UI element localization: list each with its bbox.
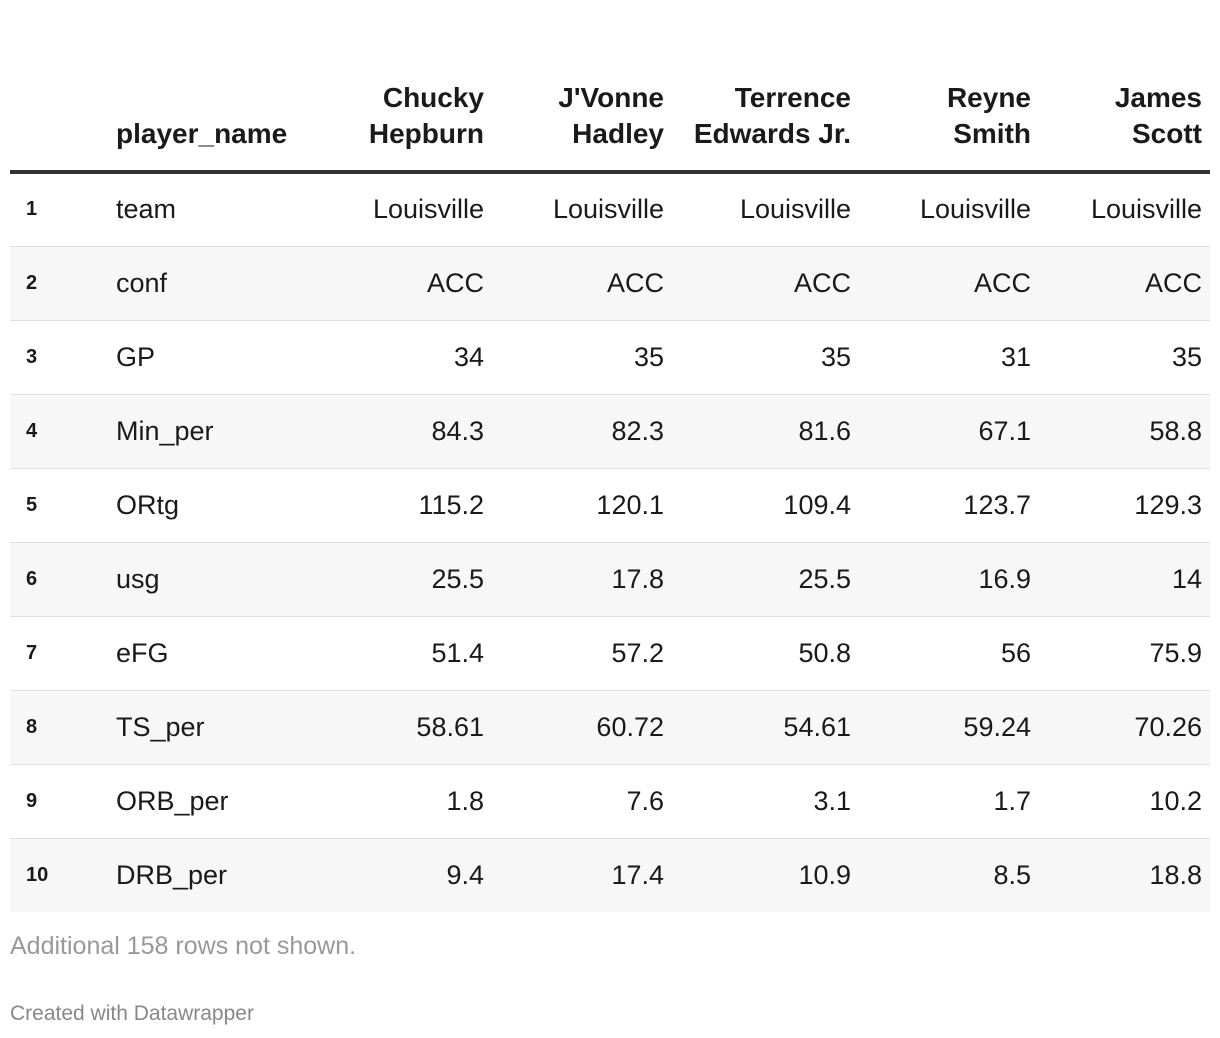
row-index: 6	[10, 542, 106, 617]
table-cell: 25.5	[320, 542, 492, 617]
table-cell: 57.2	[492, 616, 672, 691]
table-cell: 51.4	[320, 616, 492, 691]
table-cell: 84.3	[320, 394, 492, 469]
table-cell: Louisville	[492, 172, 672, 247]
table-header: player_name Chucky Hepburn J'Vonne Hadle…	[10, 0, 1210, 174]
table-cell: 1.7	[859, 764, 1039, 839]
row-label: conf	[106, 246, 320, 321]
table-cell: ACC	[492, 246, 672, 321]
table-cell: 1.8	[320, 764, 492, 839]
table-cell: 25.5	[672, 542, 859, 617]
header-player-1: Chucky Hepburn	[320, 0, 492, 174]
table-cell: 35	[672, 320, 859, 395]
header-index	[10, 0, 106, 174]
table-cell: 17.4	[611, 859, 664, 890]
table-cell: 10.9	[798, 859, 851, 890]
table-cell: 59.24	[859, 690, 1039, 765]
row-label: ORB_per	[106, 764, 320, 839]
table-cell: 10.2	[1039, 764, 1210, 839]
table-cell: 58.61	[320, 690, 492, 765]
row-index: 9	[10, 764, 106, 839]
table-row: 8 TS_per 58.61 60.72 54.61 59.24 70.26	[10, 690, 1210, 765]
table-cell: Louisville	[320, 172, 492, 247]
table-row: 2 conf ACC ACC ACC ACC ACC	[10, 246, 1210, 321]
row-label: GP	[106, 320, 320, 395]
row-index: 8	[10, 690, 106, 765]
table-cell: 34	[320, 320, 492, 395]
table-cell: 7.6	[492, 764, 672, 839]
header-player-2: J'Vonne Hadley	[492, 0, 672, 174]
table-cell: 18.8	[1149, 859, 1202, 890]
table-row: 7 eFG 51.4 57.2 50.8 56 75.9	[10, 616, 1210, 691]
table-cell: Louisville	[672, 172, 859, 247]
table-row: 10 DRB_per 9.4 17.4 10.9 8.5 18.8	[10, 838, 1210, 912]
table-cell: 115.2	[320, 468, 492, 543]
table-cell: 109.4	[672, 468, 859, 543]
table-cell: 67.1	[859, 394, 1039, 469]
table-cell: 56	[859, 616, 1039, 691]
table-cell: Louisville	[859, 172, 1039, 247]
table-row: 3 GP 34 35 35 31 35	[10, 320, 1210, 395]
row-index: 5	[10, 468, 106, 543]
table-cell: 70.26	[1039, 690, 1210, 765]
table-body: 1 team Louisville Louisville Louisville Louis…	[10, 172, 1210, 912]
table-cell: 54.61	[672, 690, 859, 765]
header-player-5: James Scott	[1039, 0, 1210, 174]
table-cell: 58.8	[1039, 394, 1210, 469]
row-label: TS_per	[106, 690, 320, 765]
table-cell: 14	[1039, 542, 1210, 617]
table-cell: ACC	[1039, 246, 1210, 321]
row-label: usg	[106, 542, 320, 617]
row-label: ORtg	[106, 468, 320, 543]
rows-not-shown-note: Additional 158 rows not shown.	[10, 932, 357, 960]
row-index: 4	[10, 394, 106, 469]
table-cell: 8.5	[993, 859, 1031, 890]
table-row: 1 team Louisville Louisville Louisville Louis…	[10, 172, 1210, 247]
header-player-3: Terrence Edwards Jr.	[672, 0, 859, 174]
table-cell: ACC	[320, 246, 492, 321]
table-row: 4 Min_per 84.3 82.3 81.6 67.1 58.8	[10, 394, 1210, 469]
row-label: Min_per	[106, 394, 320, 469]
row-index: 1	[10, 172, 106, 247]
data-table: player_name Chucky Hepburn J'Vonne Hadle…	[10, 0, 1210, 912]
row-label: eFG	[106, 616, 320, 691]
table-cell: 81.6	[672, 394, 859, 469]
datawrapper-credit: Created with Datawrapper	[10, 1002, 254, 1025]
header-row: player_name Chucky Hepburn J'Vonne Hadle…	[10, 0, 1210, 174]
header-player-4: Reyne Smith	[859, 0, 1039, 174]
row-index: 7	[10, 616, 106, 691]
row-label: DRB_per	[116, 859, 228, 890]
table-cell: 123.7	[859, 468, 1039, 543]
table-cell: 120.1	[492, 468, 672, 543]
row-index: 2	[10, 246, 106, 321]
header-player-name: player_name	[106, 0, 320, 174]
table-row: 5 ORtg 115.2 120.1 109.4 123.7 129.3	[10, 468, 1210, 543]
table-cell: 9.4	[446, 859, 484, 890]
row-index: 3	[10, 320, 106, 395]
table-cell: ACC	[859, 246, 1039, 321]
table-container: player_name Chucky Hepburn J'Vonne Hadle…	[10, 0, 1210, 912]
table-cell: 50.8	[672, 616, 859, 691]
table-cell: 17.8	[492, 542, 672, 617]
table-cell: 35	[1039, 320, 1210, 395]
table-row: 9 ORB_per 1.8 7.6 3.1 1.7 10.2	[10, 764, 1210, 839]
row-label: team	[106, 172, 320, 247]
row-index: 10	[26, 863, 49, 886]
table-cell: 60.72	[492, 690, 672, 765]
table-cell: 31	[859, 320, 1039, 395]
table-cell: 82.3	[492, 394, 672, 469]
table-cell: 16.9	[859, 542, 1039, 617]
table-cell: 3.1	[672, 764, 859, 839]
table-row: 6 usg 25.5 17.8 25.5 16.9 14	[10, 542, 1210, 617]
table-cell: Louisville	[1039, 172, 1210, 247]
table-cell: 129.3	[1039, 468, 1210, 543]
table-cell: 35	[492, 320, 672, 395]
table-cell: 75.9	[1039, 616, 1210, 691]
table-cell: ACC	[672, 246, 859, 321]
